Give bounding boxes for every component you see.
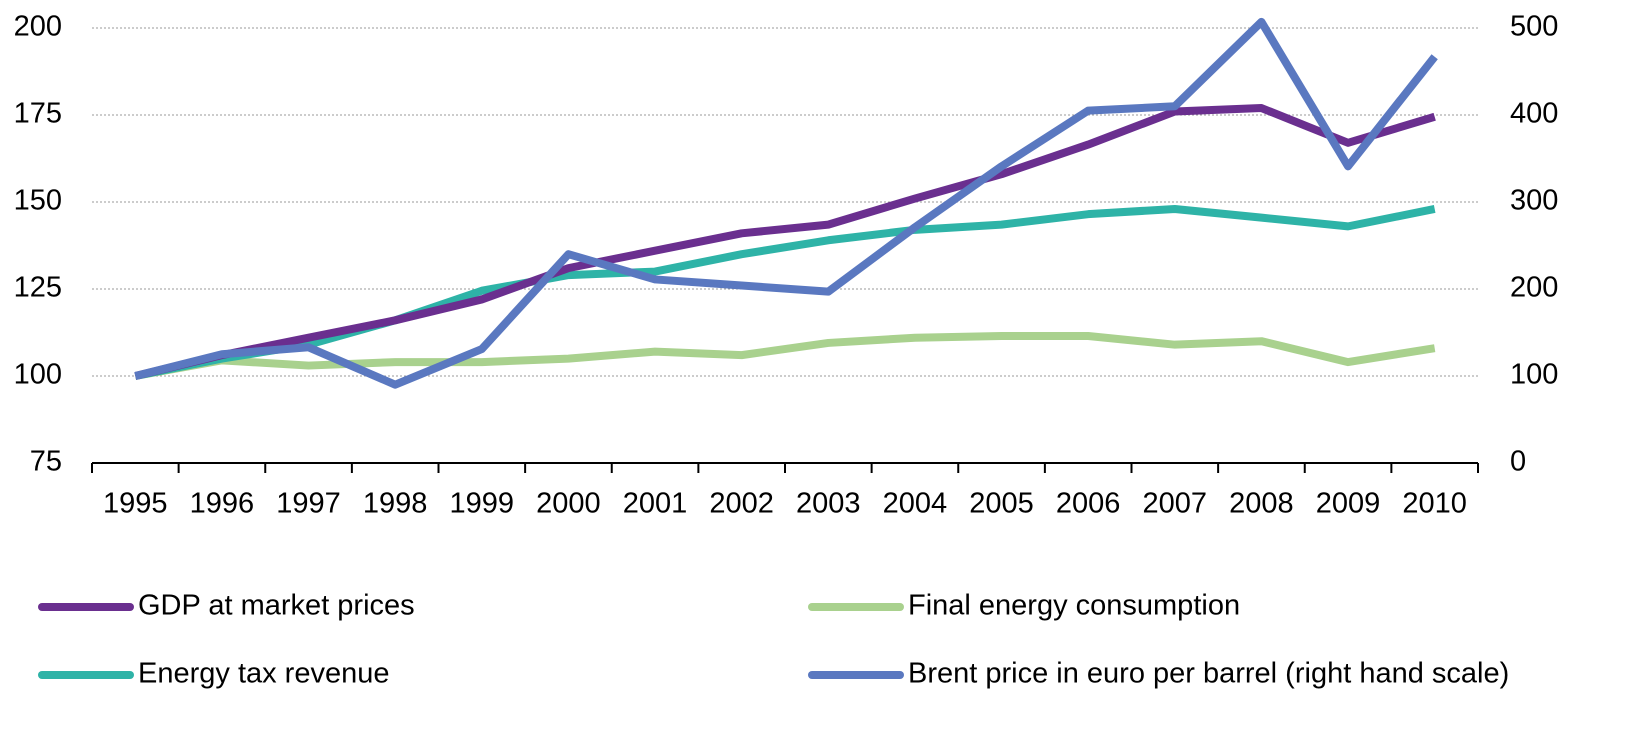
x-tick-label: 2005	[969, 488, 1034, 520]
x-tick-label: 2009	[1316, 488, 1381, 520]
legend-label: Final energy consumption	[908, 590, 1240, 622]
x-tick-label: 1999	[450, 488, 515, 520]
y2-tick-label: 400	[1510, 98, 1558, 130]
x-tick-label: 2000	[536, 488, 601, 520]
x-tick-label: 2008	[1229, 488, 1294, 520]
legend-label: Energy tax revenue	[138, 658, 389, 690]
x-tick-label: 2006	[1056, 488, 1121, 520]
y-tick-label: 150	[14, 185, 62, 217]
legend-label: Brent price in euro per barrel (right ha…	[908, 658, 1509, 690]
x-tick-label: 1995	[103, 488, 168, 520]
y2-tick-label: 500	[1510, 11, 1558, 43]
x-tick-label: 1997	[276, 488, 341, 520]
y-tick-label: 175	[14, 98, 62, 130]
y-tick-label: 75	[30, 446, 62, 478]
y2-tick-label: 200	[1510, 272, 1558, 304]
x-tick-label: 1996	[190, 488, 255, 520]
x-tick-label: 2004	[883, 488, 948, 520]
y2-tick-label: 0	[1510, 446, 1526, 478]
y2-tick-label: 100	[1510, 359, 1558, 391]
x-tick-label: 2007	[1143, 488, 1208, 520]
series-line	[134, 17, 1438, 389]
y2-tick-label: 300	[1510, 185, 1558, 217]
series-line	[134, 104, 1436, 380]
x-tick-label: 2001	[623, 488, 688, 520]
legend-label: GDP at market prices	[138, 590, 415, 622]
y-tick-label: 125	[14, 272, 62, 304]
x-tick-label: 2003	[796, 488, 861, 520]
x-tick-label: 2010	[1402, 488, 1467, 520]
y-tick-label: 100	[14, 359, 62, 391]
x-tick-label: 2002	[709, 488, 774, 520]
x-tick-label: 1998	[363, 488, 428, 520]
y-tick-label: 200	[14, 11, 62, 43]
